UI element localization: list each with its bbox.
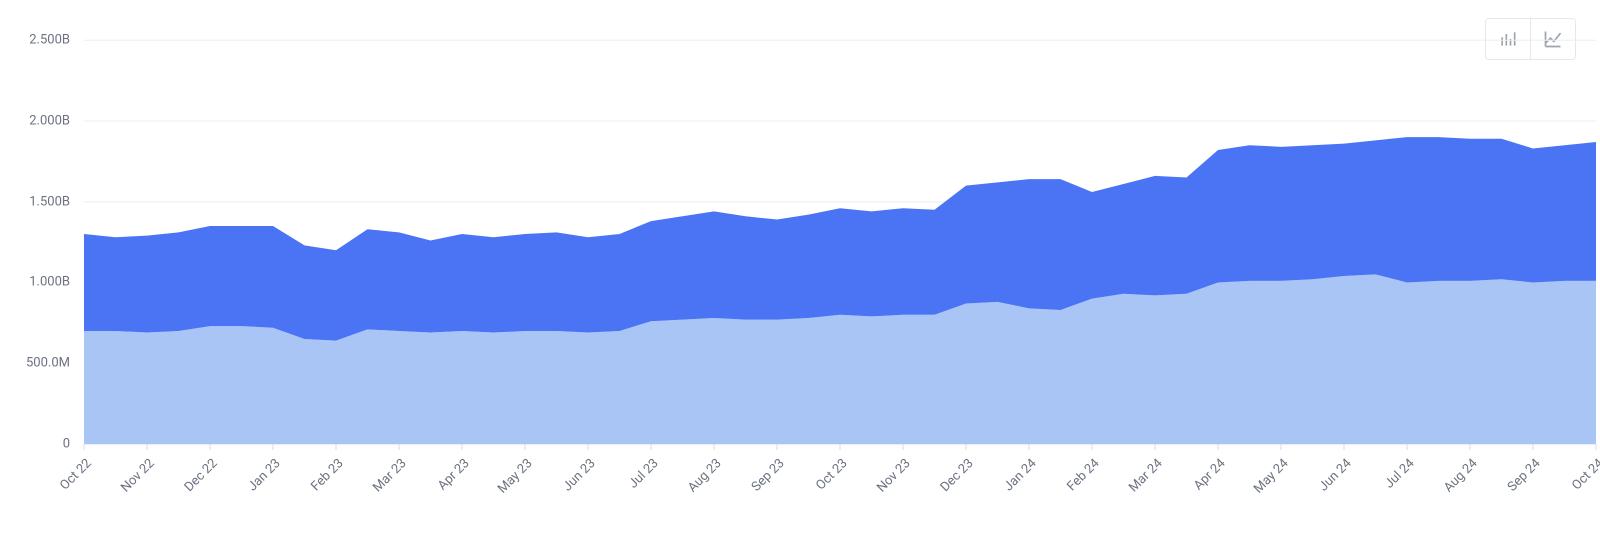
- y-axis-label: 1.500B: [0, 194, 70, 209]
- chart-svg: [0, 0, 1600, 544]
- chart-plot-wrap: 0500.0M1.000B1.500B2.000B2.500B Oct 22No…: [0, 0, 1600, 544]
- chart-container: 0500.0M1.000B1.500B2.000B2.500B Oct 22No…: [0, 0, 1600, 544]
- y-axis-label: 2.000B: [0, 113, 70, 128]
- y-axis-label: 2.500B: [0, 33, 70, 48]
- y-axis-label: 1.000B: [0, 275, 70, 290]
- y-axis-label: 500.0M: [0, 356, 70, 371]
- y-axis-label: 0: [0, 437, 70, 452]
